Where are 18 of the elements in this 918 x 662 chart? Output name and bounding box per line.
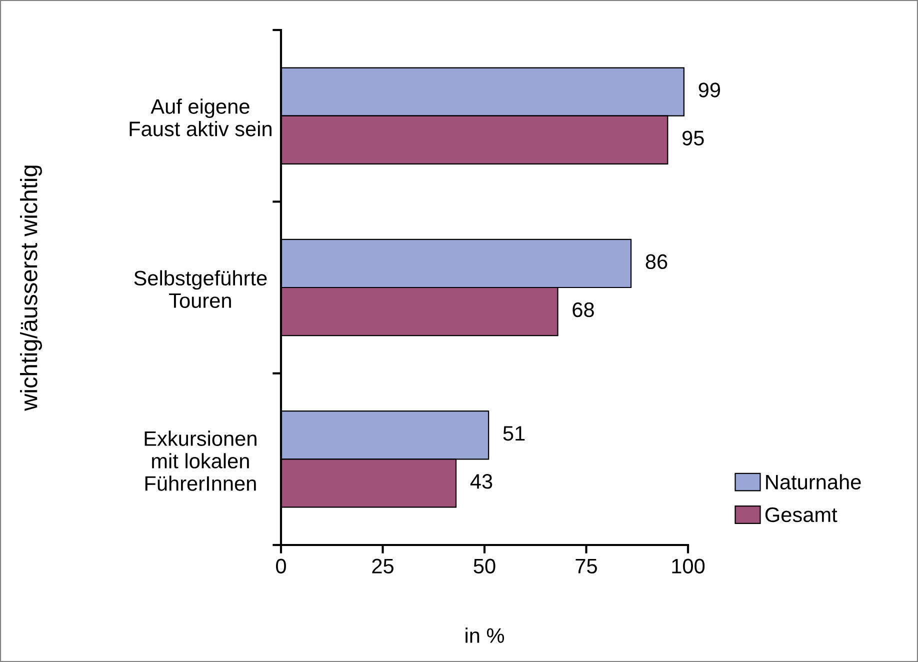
x-tick-label: 50 — [474, 558, 496, 574]
legend-label: Gesamt — [765, 507, 838, 522]
data-label: 43 — [470, 474, 492, 489]
data-label: 51 — [503, 426, 525, 441]
y-tick-label: Exkursionen mit lokalen FührerInnen — [144, 430, 256, 491]
data-label: 99 — [698, 82, 720, 98]
y-tick-label: Selbstgeführte Touren — [134, 270, 267, 308]
x-tick-label: 75 — [576, 558, 597, 574]
y-tick-label: Auf eigene Faust aktiv sein — [130, 98, 272, 136]
data-label: 68 — [572, 302, 594, 318]
x-tick-label: 25 — [372, 558, 394, 574]
data-label: 95 — [682, 130, 704, 146]
x-tick-label: 0 — [276, 558, 286, 574]
legend-label: Naturnahe — [766, 474, 861, 490]
x-tick-label: 100 — [672, 558, 705, 574]
data-label: 86 — [646, 254, 668, 270]
x-axis-title: in % — [466, 628, 504, 643]
y-axis-title: wichtig/äusserst wichtig — [20, 166, 42, 411]
